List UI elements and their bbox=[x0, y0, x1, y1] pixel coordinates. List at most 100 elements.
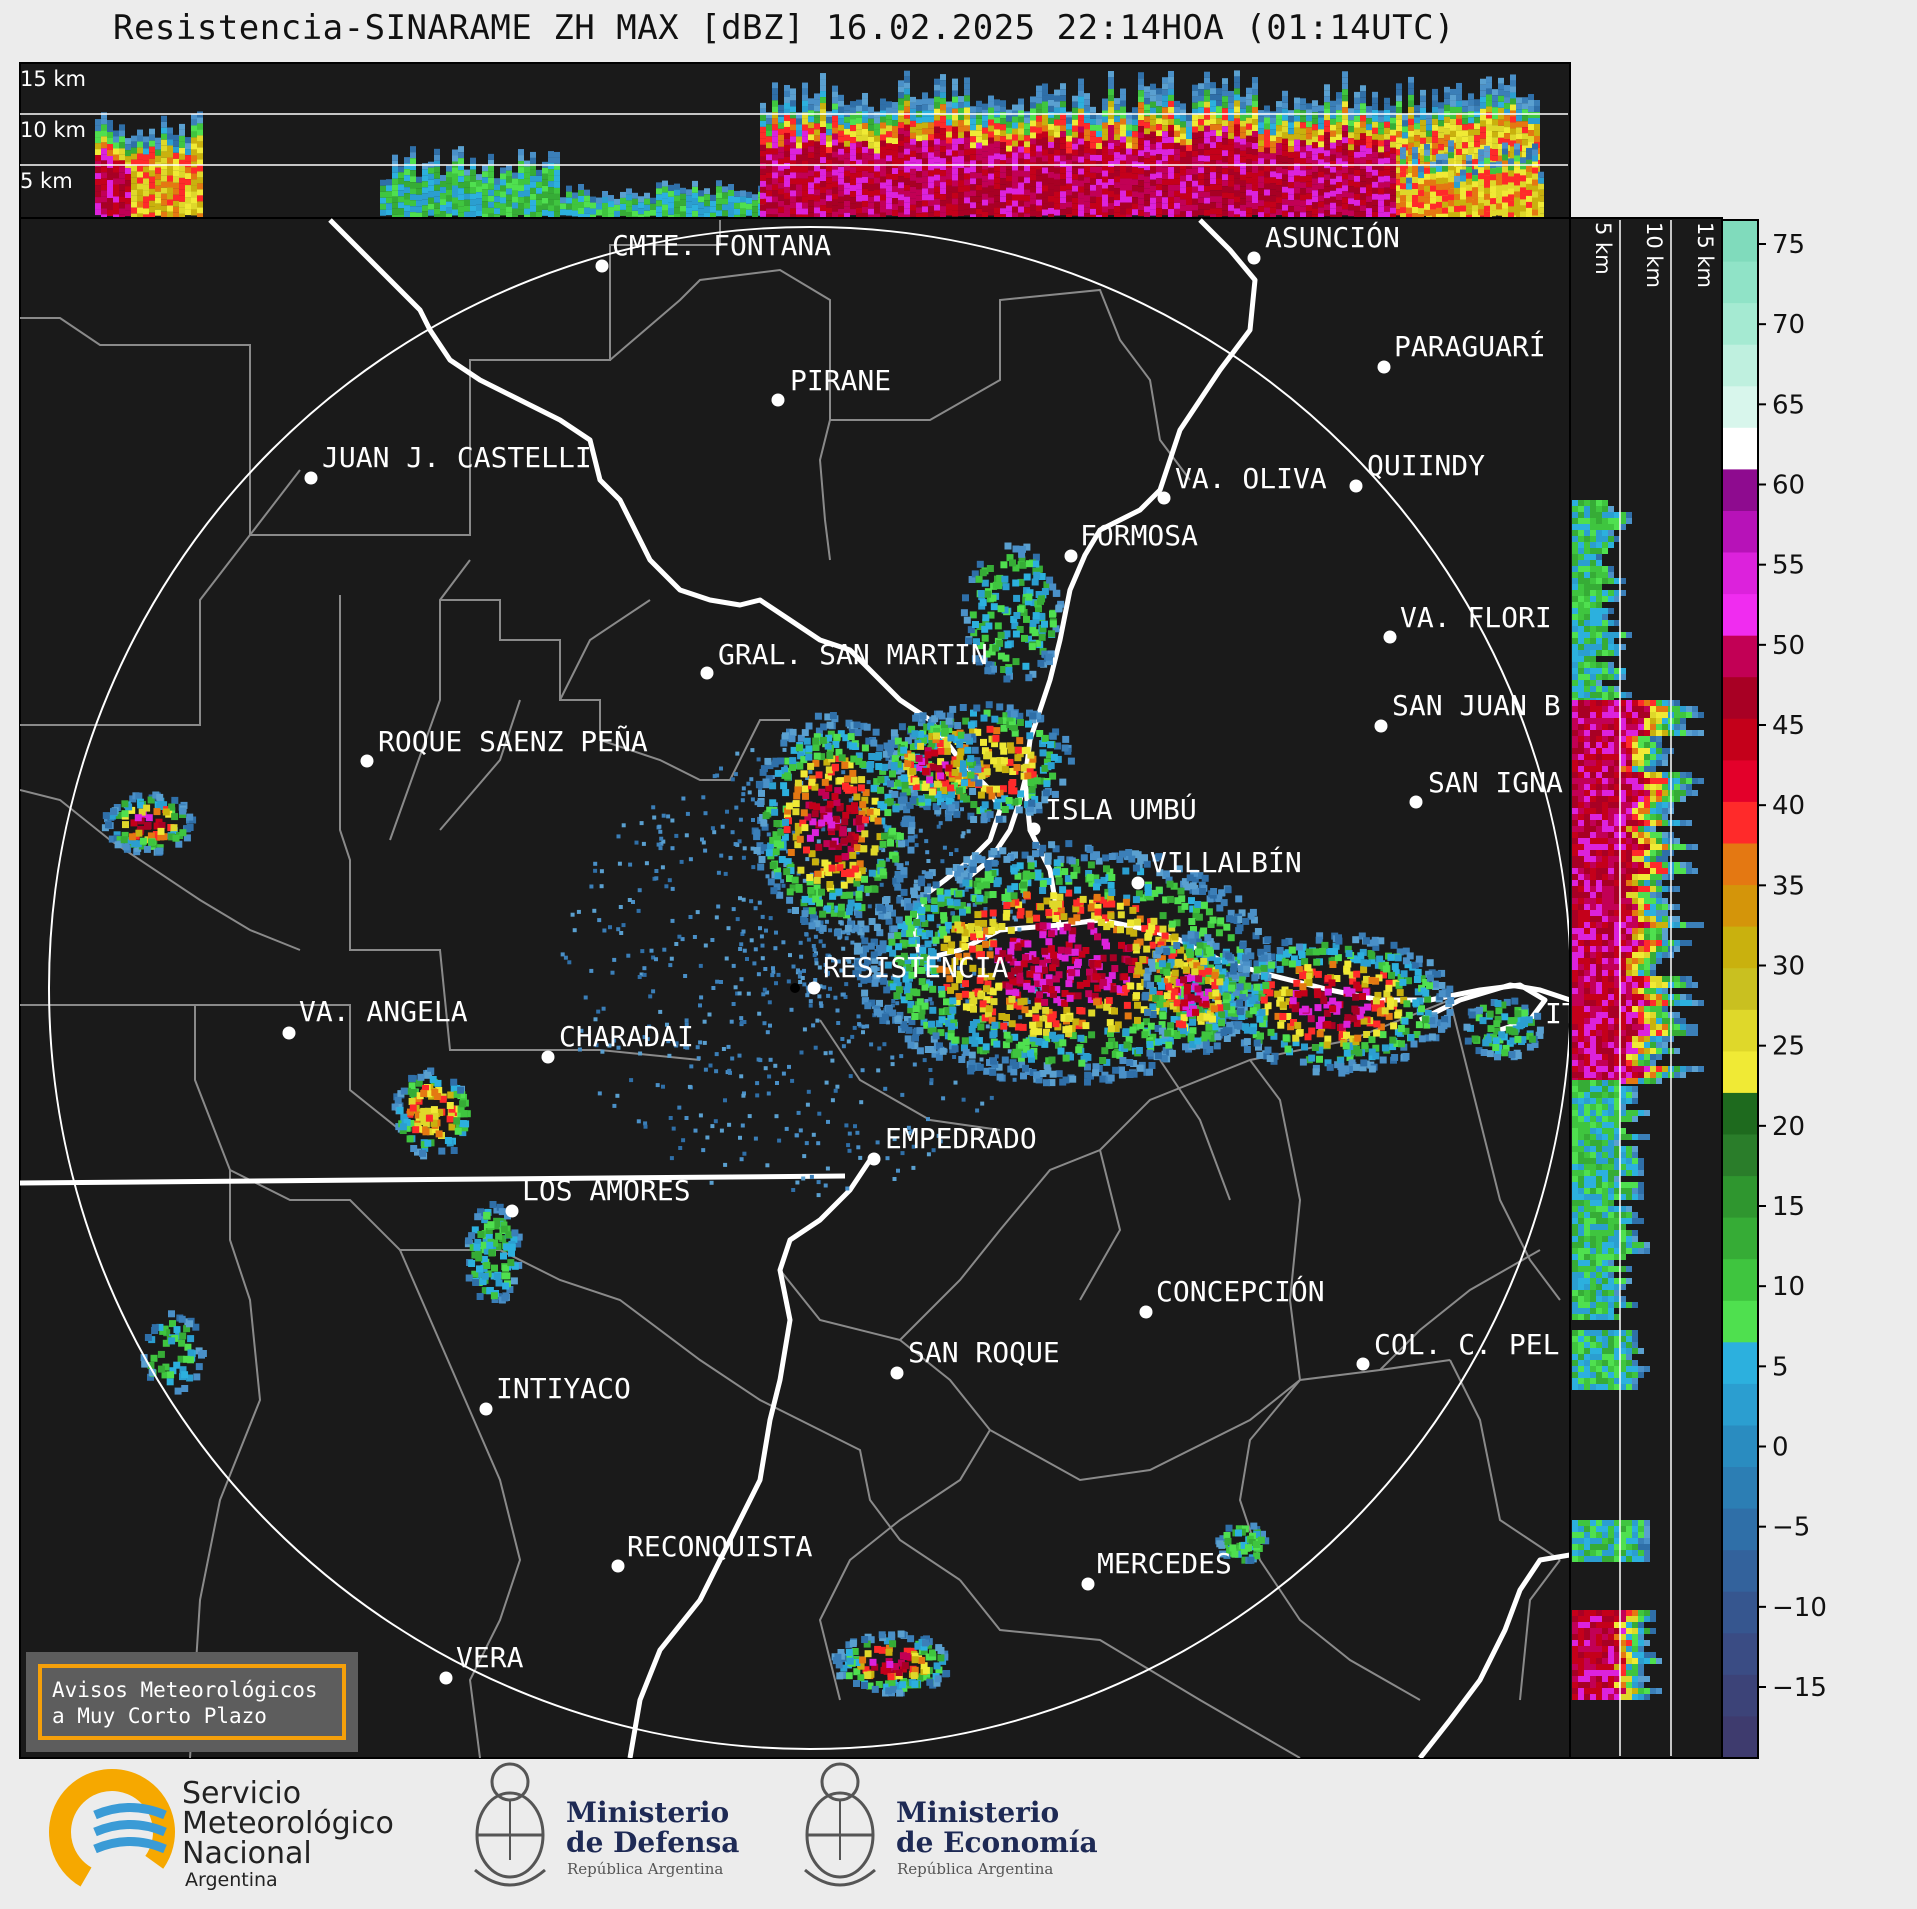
profile-cell bbox=[1396, 143, 1402, 150]
profile-cell bbox=[1534, 117, 1540, 124]
profile-cell bbox=[1222, 186, 1228, 193]
profile-cell bbox=[1336, 140, 1342, 147]
profile-cell bbox=[1402, 138, 1408, 145]
profile-cell bbox=[101, 160, 107, 167]
profile-cell bbox=[850, 209, 856, 216]
profile-cell bbox=[1096, 148, 1102, 155]
profile-cell bbox=[1246, 195, 1252, 202]
profile-cell bbox=[1138, 132, 1144, 139]
profile-cell bbox=[1526, 153, 1532, 160]
profile-cell bbox=[1060, 119, 1066, 126]
profile-cell bbox=[1456, 160, 1462, 167]
echo-pixel bbox=[618, 905, 623, 909]
profile-cell bbox=[916, 207, 922, 214]
echo-cell bbox=[1086, 846, 1094, 853]
profile-cell bbox=[1132, 185, 1138, 192]
profile-cell bbox=[880, 116, 886, 123]
profile-cell bbox=[1348, 192, 1354, 199]
echo-cell bbox=[1117, 986, 1124, 994]
profile-cell bbox=[814, 129, 820, 136]
echo-pixel bbox=[788, 953, 792, 958]
echo-pixel bbox=[670, 886, 675, 891]
profile-cell bbox=[796, 154, 802, 161]
profile-cell bbox=[850, 161, 856, 168]
echo-pixel bbox=[938, 821, 943, 826]
profile-cell bbox=[784, 186, 790, 193]
profile-cell bbox=[746, 209, 752, 216]
profile-cell bbox=[1132, 167, 1138, 174]
profile-cell bbox=[1078, 210, 1084, 217]
profile-cell bbox=[1372, 169, 1378, 176]
profile-cell bbox=[1306, 175, 1312, 182]
profile-cell bbox=[856, 153, 862, 160]
profile-cell bbox=[1150, 149, 1156, 156]
profile-cell bbox=[608, 201, 614, 208]
profile-cell bbox=[1072, 113, 1078, 120]
profile-cell bbox=[1102, 200, 1108, 207]
profile-cell bbox=[772, 190, 778, 197]
echo-pixel bbox=[786, 979, 791, 984]
profile-cell bbox=[1522, 97, 1528, 104]
profile-cell bbox=[1492, 143, 1498, 150]
profile-cell bbox=[964, 89, 970, 96]
profile-cell bbox=[173, 164, 179, 171]
echo-pixel bbox=[804, 1141, 809, 1146]
profile-cell bbox=[976, 154, 982, 161]
profile-cell bbox=[1192, 210, 1198, 217]
profile-cell bbox=[856, 159, 862, 166]
echo-pixel bbox=[600, 1049, 605, 1054]
profile-cell bbox=[1000, 154, 1006, 161]
profile-cell bbox=[1510, 128, 1516, 135]
profile-cell bbox=[880, 182, 886, 189]
echo-pixel bbox=[831, 958, 835, 963]
profile-cell bbox=[946, 209, 952, 216]
profile-cell bbox=[1240, 210, 1246, 217]
profile-cell bbox=[946, 137, 952, 144]
profile-cell bbox=[1180, 109, 1186, 116]
profile-cell bbox=[1396, 107, 1402, 114]
echo-cell bbox=[1099, 896, 1107, 904]
profile-cell bbox=[880, 200, 886, 207]
profile-cell bbox=[1204, 95, 1210, 102]
profile-cell bbox=[1396, 209, 1402, 216]
profile-cell bbox=[1360, 133, 1366, 140]
profile-cell bbox=[1348, 144, 1354, 151]
profile-cell bbox=[554, 163, 560, 170]
profile-cell bbox=[1054, 125, 1060, 132]
profile-cell bbox=[916, 171, 922, 178]
echo-pixel bbox=[701, 840, 706, 845]
profile-cell bbox=[1324, 120, 1330, 127]
profile-cell bbox=[766, 112, 772, 119]
echo-pixel bbox=[932, 942, 937, 947]
profile-cell bbox=[922, 188, 928, 195]
echo-pixel bbox=[572, 928, 577, 933]
profile-cell bbox=[1246, 135, 1252, 142]
profile-cell bbox=[1342, 185, 1348, 192]
profile-cell bbox=[1108, 185, 1114, 192]
profile-cell bbox=[1234, 82, 1240, 89]
profile-cell bbox=[1300, 176, 1306, 183]
profile-cell bbox=[778, 164, 784, 171]
profile-cell bbox=[710, 212, 716, 218]
echo-pixel bbox=[698, 1113, 703, 1118]
profile-cell bbox=[802, 142, 808, 149]
profile-cell bbox=[1520, 181, 1526, 188]
profile-cell bbox=[1424, 197, 1430, 204]
profile-cell bbox=[1120, 100, 1126, 107]
profile-cell bbox=[1396, 83, 1402, 90]
profile-cell bbox=[1258, 146, 1264, 153]
profile-cell bbox=[838, 136, 844, 143]
profile-cell bbox=[892, 120, 898, 127]
profile-cell bbox=[1192, 192, 1198, 199]
profile-cell bbox=[1336, 170, 1342, 177]
echo-cell bbox=[1029, 1034, 1037, 1042]
profile-cell bbox=[1090, 214, 1096, 218]
echo-pixel bbox=[859, 1100, 864, 1105]
profile-cell bbox=[1520, 169, 1526, 176]
profile-cell bbox=[1472, 199, 1478, 206]
profile-cell bbox=[1264, 129, 1270, 136]
profile-cell bbox=[916, 141, 922, 148]
profile-cell bbox=[1366, 208, 1372, 215]
echo-pixel bbox=[876, 1068, 881, 1073]
profile-cell bbox=[1216, 208, 1222, 215]
